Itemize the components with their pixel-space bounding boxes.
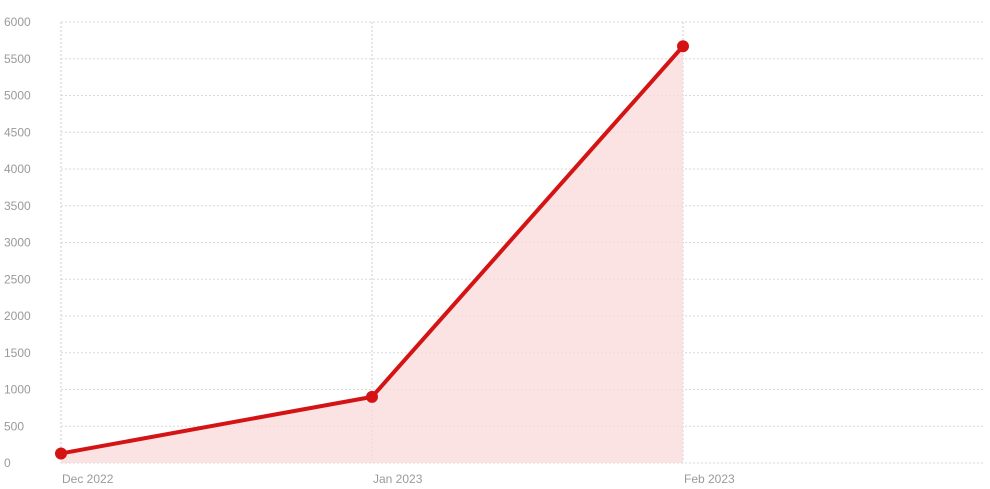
line-layer — [59, 44, 685, 456]
y-tick-label: 500 — [4, 419, 24, 433]
y-tick-label: 2000 — [4, 309, 31, 323]
x-tick-label: Jan 2023 — [373, 472, 423, 486]
x-tick-label: Feb 2023 — [684, 472, 735, 486]
y-tick-label: 4500 — [4, 125, 31, 139]
y-tick-label: 4000 — [4, 162, 31, 176]
y-tick-label: 3500 — [4, 199, 31, 213]
y-tick-label: 2500 — [4, 272, 31, 286]
data-point — [366, 390, 378, 403]
data-point — [55, 447, 67, 460]
y-tick-label: 0 — [4, 456, 11, 470]
y-tick-label: 3000 — [4, 236, 31, 250]
y-tick-label: 6000 — [4, 15, 31, 29]
series-line-segment — [59, 394, 374, 456]
y-tick-label: 1000 — [4, 383, 31, 397]
area-layer — [61, 46, 683, 463]
data-point — [677, 40, 689, 53]
y-tick-label: 5000 — [4, 89, 31, 103]
y-tick-label: 5500 — [4, 52, 31, 66]
x-tick-label: Dec 2022 — [62, 472, 114, 486]
marker-layer — [55, 40, 689, 460]
series-area — [61, 46, 683, 463]
series-line-segment — [370, 44, 685, 399]
y-axis: 0 500 1000 1500 2000 2500 3000 3500 4000 4500 5000… — [4, 15, 31, 470]
y-tick-label: 1500 — [4, 346, 31, 360]
x-axis: Dec 2022 Jan 2023 Feb 2023 — [62, 472, 735, 486]
